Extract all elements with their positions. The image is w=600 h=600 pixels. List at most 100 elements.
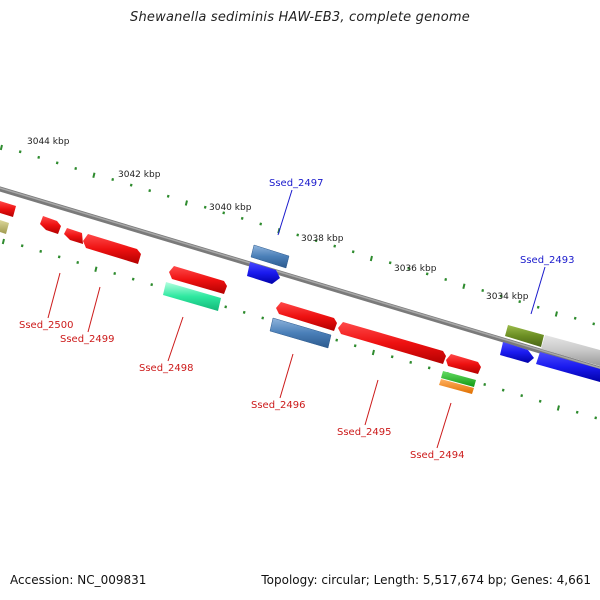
label-ssed-2500[interactable]: Ssed_2500	[19, 320, 74, 331]
gene-ssed-2494-green[interactable]	[441, 371, 476, 387]
label-ssed-2493[interactable]: Ssed_2493	[520, 255, 575, 266]
gene-ssed-2494-red[interactable]	[446, 354, 481, 374]
gene-ssed-2496-steel[interactable]	[269, 317, 332, 349]
label-ssed-2495[interactable]: Ssed_2495	[337, 427, 392, 438]
gene-ssed-2499-small[interactable]	[64, 228, 83, 244]
inner-scale-minor-tick	[335, 338, 339, 342]
inner-scale-minor-tick	[113, 272, 117, 276]
outer-scale-minor-tick	[111, 178, 115, 182]
inner-scale-minor-tick	[575, 410, 579, 414]
gene-ssed-2494-orange[interactable]	[439, 379, 474, 394]
outer-scale-minor-tick	[37, 155, 41, 159]
inner-scale-minor-tick	[409, 360, 413, 364]
scale-label-3036: 3036 kbp	[394, 264, 437, 274]
gene-ssed-2495[interactable]	[338, 322, 446, 364]
outer-scale-minor-tick	[222, 211, 226, 215]
gene-ssed-2498-teal[interactable]	[163, 282, 221, 311]
gene-forward-red-edge[interactable]	[0, 201, 16, 217]
inner-scale-minor-tick	[57, 255, 61, 259]
scale-label-3044: 3044 kbp	[27, 137, 70, 147]
outer-scale-minor-tick	[148, 189, 152, 193]
leader-ssed-2497	[277, 189, 293, 236]
inner-scale-major-tick	[1, 238, 5, 245]
outer-scale-major-tick	[462, 283, 466, 289]
inner-scale-minor-tick	[261, 316, 265, 320]
inner-scale-minor-tick	[131, 277, 135, 281]
inner-scale-minor-tick	[427, 366, 431, 370]
genome-backbone	[0, 186, 600, 372]
leader-ssed-2495	[364, 379, 379, 426]
outer-scale-minor-tick	[425, 272, 429, 276]
inner-scale-major-tick	[556, 405, 560, 411]
inner-scale-minor-tick	[76, 260, 80, 264]
gene-ssed-2497-steel[interactable]	[250, 244, 290, 269]
scale-label-3042: 3042 kbp	[118, 170, 161, 180]
inner-scale-major-tick	[94, 266, 98, 272]
genome-backbone-highlight	[0, 187, 600, 369]
inner-scale-minor-tick	[538, 399, 542, 403]
outer-scale-minor-tick	[333, 244, 337, 248]
label-ssed-2494[interactable]: Ssed_2494	[410, 450, 465, 461]
gene-forward-blue-right[interactable]	[536, 352, 600, 382]
leader-ssed-2494	[436, 402, 452, 449]
label-ssed-2498[interactable]: Ssed_2498	[139, 363, 194, 374]
gene-khaki-left[interactable]	[0, 220, 9, 234]
outer-scale-minor-tick	[166, 194, 170, 198]
gene-ssed-2497-blue[interactable]	[247, 262, 280, 284]
outer-scale-minor-tick	[499, 294, 503, 298]
inner-scale-minor-tick	[520, 394, 524, 398]
inner-scale-minor-tick	[501, 388, 505, 392]
inner-scale-minor-tick	[594, 416, 598, 420]
outer-scale-minor-tick	[55, 161, 59, 165]
outer-scale-major-tick	[0, 144, 3, 151]
outer-scale-minor-tick	[592, 322, 596, 326]
outer-scale-minor-tick	[203, 205, 207, 209]
outer-scale-major-tick	[184, 200, 188, 206]
outer-scale-major-tick	[554, 311, 558, 317]
gene-ssed-2493-blue[interactable]	[500, 342, 534, 363]
outer-scale-minor-tick	[536, 305, 540, 309]
label-ssed-2497[interactable]: Ssed_2497	[269, 178, 324, 189]
outer-scale-minor-tick	[407, 266, 411, 270]
leader-ssed-2498	[167, 316, 184, 362]
inner-scale-major-tick	[371, 349, 375, 356]
outer-scale-major-tick	[92, 172, 96, 178]
leader-ssed-2499	[87, 286, 101, 333]
scale-label-3038: 3038 kbp	[301, 234, 344, 244]
leader-ssed-2493	[530, 266, 546, 315]
inner-scale-minor-tick	[353, 344, 357, 348]
outer-scale-minor-tick	[351, 250, 355, 254]
outer-scale-minor-tick	[481, 289, 485, 293]
leader-ssed-2500	[47, 272, 61, 319]
outer-scale-minor-tick	[444, 277, 448, 281]
gene-ssed-2496-red[interactable]	[276, 302, 337, 331]
inner-scale-minor-tick	[390, 355, 394, 359]
inner-scale-minor-tick	[39, 249, 43, 253]
inner-scale-minor-tick	[224, 305, 228, 309]
label-ssed-2496[interactable]: Ssed_2496	[251, 400, 306, 411]
inner-scale-minor-tick	[242, 310, 246, 314]
leader-ssed-2496	[279, 353, 294, 399]
gene-ssed-2493-gray[interactable]	[541, 335, 600, 366]
outer-scale-minor-tick	[314, 239, 318, 243]
genome-summary-text: Topology: circular; Length: 5,517,674 bp…	[261, 573, 591, 587]
outer-scale-major-tick	[369, 255, 373, 262]
outer-scale-minor-tick	[240, 216, 244, 220]
outer-scale-minor-tick	[18, 150, 22, 154]
genome-title: Shewanella sediminis HAW-EB3, complete g…	[130, 10, 470, 25]
gene-ssed-2498-red[interactable]	[169, 266, 227, 294]
outer-scale-minor-tick	[518, 300, 522, 304]
gene-ssed-2499[interactable]	[83, 234, 141, 264]
scale-label-3040: 3040 kbp	[209, 203, 252, 213]
outer-scale-minor-tick	[259, 222, 263, 226]
label-ssed-2499[interactable]: Ssed_2499	[60, 334, 115, 345]
outer-scale-minor-tick	[129, 183, 133, 187]
outer-scale-minor-tick	[573, 316, 577, 320]
outer-scale-minor-tick	[296, 233, 300, 237]
inner-scale-minor-tick	[20, 244, 24, 248]
gene-ssed-2500[interactable]	[40, 216, 61, 234]
accession-text: Accession: NC_009831	[10, 573, 147, 587]
gene-ssed-2493-olive[interactable]	[505, 325, 544, 347]
inner-scale-minor-tick	[150, 283, 154, 287]
